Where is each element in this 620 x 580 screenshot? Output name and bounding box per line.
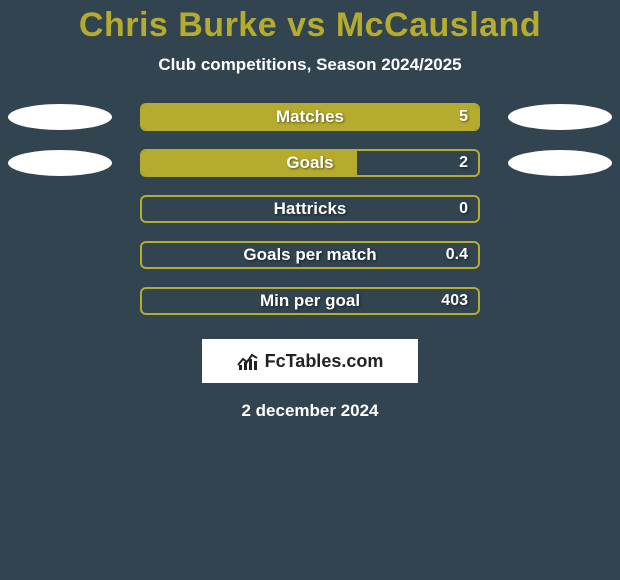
logo-box: FcTables.com xyxy=(202,339,418,383)
stat-bar: Min per goal403 xyxy=(140,287,480,315)
stat-row: Matches5 xyxy=(0,103,620,131)
ellipse-right xyxy=(508,150,612,176)
stat-label: Goals xyxy=(142,151,478,175)
stat-row: Goals per match0.4 xyxy=(0,241,620,269)
stat-bar: Matches5 xyxy=(140,103,480,131)
stats-rows: Matches5Goals2Hattricks0Goals per match0… xyxy=(0,103,620,315)
ellipse-left xyxy=(8,104,112,130)
stat-value: 0.4 xyxy=(446,243,468,267)
stat-bar: Goals per match0.4 xyxy=(140,241,480,269)
stat-row: Hattricks0 xyxy=(0,195,620,223)
stat-label: Hattricks xyxy=(142,197,478,221)
comparison-infographic: Chris Burke vs McCausland Club competiti… xyxy=(0,0,620,580)
stat-value: 0 xyxy=(459,197,468,221)
stat-bar: Goals2 xyxy=(140,149,480,177)
stat-bar: Hattricks0 xyxy=(140,195,480,223)
stat-row: Goals2 xyxy=(0,149,620,177)
stat-value: 5 xyxy=(459,105,468,129)
page-title: Chris Burke vs McCausland xyxy=(79,6,541,45)
date-text: 2 december 2024 xyxy=(241,401,378,421)
subtitle: Club competitions, Season 2024/2025 xyxy=(158,55,461,75)
stat-value: 2 xyxy=(459,151,468,175)
logo-text: FcTables.com xyxy=(265,351,384,372)
stat-row: Min per goal403 xyxy=(0,287,620,315)
ellipse-right xyxy=(508,104,612,130)
stat-label: Goals per match xyxy=(142,243,478,267)
ellipse-left xyxy=(8,150,112,176)
chart-icon xyxy=(237,351,259,371)
stat-label: Matches xyxy=(142,105,478,129)
stat-value: 403 xyxy=(441,289,468,313)
stat-label: Min per goal xyxy=(142,289,478,313)
